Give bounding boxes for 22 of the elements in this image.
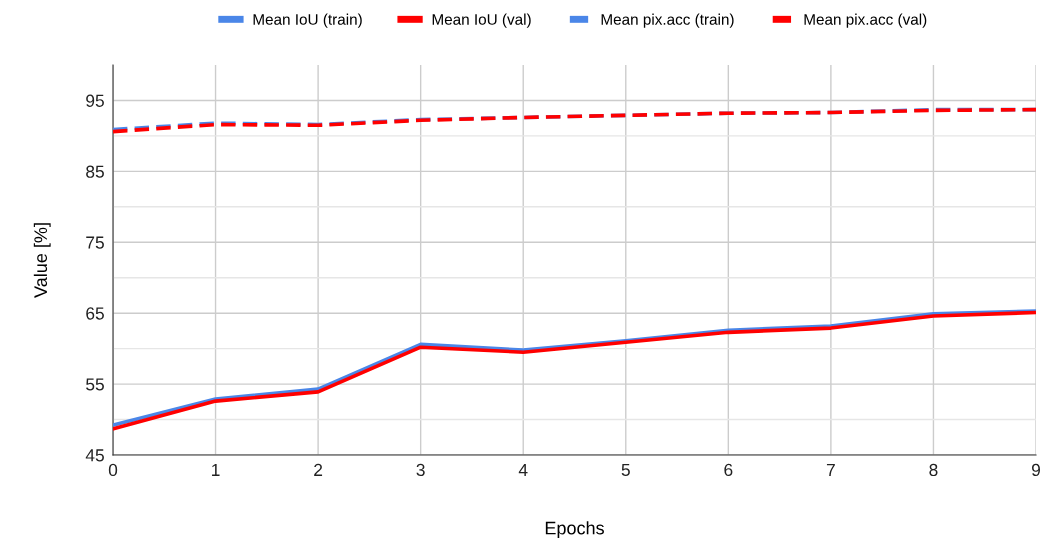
x-tick-label: 5	[621, 463, 630, 477]
y-axis-title: Value [%]	[33, 223, 51, 298]
x-axis-title: Epochs	[545, 521, 604, 539]
x-tick-label: 3	[416, 463, 425, 477]
x-tick-label: 6	[724, 463, 733, 477]
x-tick-label: 0	[108, 463, 118, 477]
x-tick-label: 1	[212, 463, 220, 476]
y-tick-label: 45	[85, 449, 104, 462]
x-tick-label: 9	[1031, 463, 1041, 477]
y-tick-label: 75	[86, 236, 104, 249]
legend-label: Mean pix.acc (train)	[601, 13, 734, 28]
x-tick-label: 4	[518, 463, 528, 476]
y-tick-label: 85	[86, 165, 104, 178]
y-tick-label: 65	[86, 307, 104, 320]
legend-label: Mean pix.acc (val)	[804, 13, 927, 28]
x-tick-label: 7	[826, 463, 835, 476]
y-tick-label: 95	[86, 94, 104, 107]
x-tick-label: 8	[929, 463, 938, 477]
legend-label: Mean IoU (val)	[432, 13, 531, 28]
y-tick-label: 55	[86, 378, 104, 391]
x-tick-label: 2	[314, 463, 323, 476]
legend-label: Mean IoU (train)	[253, 13, 362, 28]
